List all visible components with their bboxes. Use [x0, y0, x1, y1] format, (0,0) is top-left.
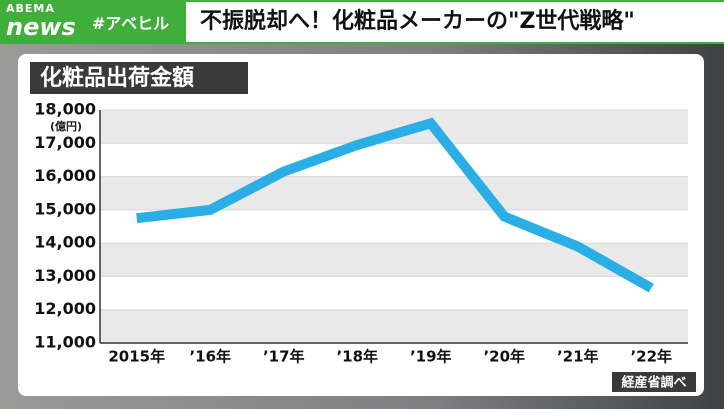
- x-tick-label: 2015年: [108, 348, 165, 366]
- grid-band: [100, 309, 688, 343]
- y-tick-label: 14,000: [34, 233, 96, 252]
- chart-panel: [18, 54, 704, 396]
- y-tick-label: 11,000: [34, 333, 96, 352]
- grid-band: [100, 176, 688, 210]
- chart-title: 化粧品出荷金額: [40, 65, 194, 91]
- logo-bottom: news: [6, 13, 76, 41]
- source-box: [612, 372, 696, 392]
- logo-top: ABEMA: [6, 2, 55, 15]
- y-tick-label: 17,000: [34, 133, 96, 152]
- x-tick-label: ’19年: [410, 348, 452, 366]
- y-tick-label: 13,000: [34, 266, 96, 285]
- headline: 不振脱却へ！化粧品メーカーの"Z世代戦略": [186, 2, 724, 42]
- x-tick-label: ’20年: [483, 348, 525, 366]
- source: 経産省調べ: [621, 375, 686, 391]
- y-tick-label: 16,000: [34, 166, 96, 185]
- x-tick-label: ’22年: [630, 348, 672, 366]
- line: [136, 117, 654, 293]
- y-tick-label: 18,000: [34, 100, 96, 119]
- x-tick-label: ’18年: [336, 348, 378, 366]
- y-unit: (億円): [50, 119, 82, 133]
- title-box: [30, 62, 248, 94]
- y-tick-label: 12,000: [34, 299, 96, 318]
- hashtag: #アベヒル: [92, 14, 170, 33]
- y-tick-label: 15,000: [34, 199, 96, 218]
- x-tick-label: ’16年: [189, 348, 231, 366]
- top-bar: ABEMA news #アベヒル 不振脱却へ！化粧品メーカーの"Z世代戦略": [0, 0, 724, 44]
- logo: ABEMA news: [6, 2, 76, 39]
- x-tick-label: ’21年: [557, 348, 599, 366]
- x-tick-label: ’17年: [263, 348, 305, 366]
